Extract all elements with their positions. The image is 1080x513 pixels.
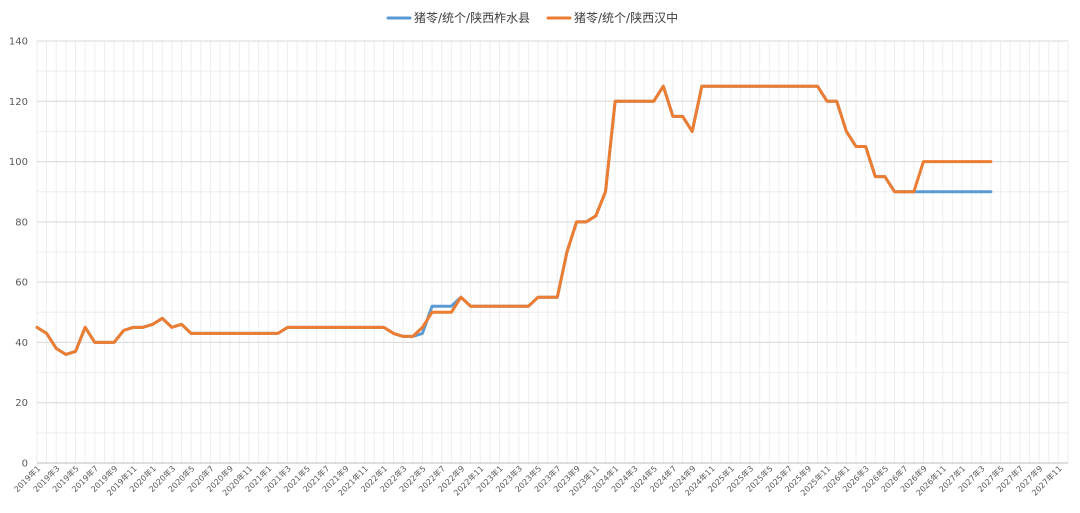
x-axis-tick-labels: 2019年12019年32019年52019年72019年92019年11202…: [12, 463, 1064, 497]
series-lines: [35, 84, 993, 356]
series-line-1: [35, 84, 993, 356]
y-tick-label: 80: [15, 217, 28, 228]
y-tick-label: 0: [22, 459, 28, 470]
y-tick-label: 140: [9, 37, 28, 48]
legend-label-series-1: 猪苓/统个/陕西柞水县: [414, 10, 530, 25]
y-axis-tick-labels: 0 20 40 60 80 100 120 140: [9, 37, 28, 470]
y-tick-label: 100: [9, 157, 28, 168]
y-tick-label: 120: [9, 97, 28, 108]
legend: 猪苓/统个/陕西柞水县 猪苓/统个/陕西汉中: [386, 10, 678, 25]
minor-gridlines: [36, 41, 1069, 463]
y-tick-label: 40: [15, 338, 28, 349]
legend-label-series-2: 猪苓/统个/陕西汉中: [574, 10, 678, 25]
series-line-2: [35, 84, 993, 356]
y-tick-label: 60: [15, 278, 28, 289]
y-tick-label: 20: [15, 398, 28, 409]
